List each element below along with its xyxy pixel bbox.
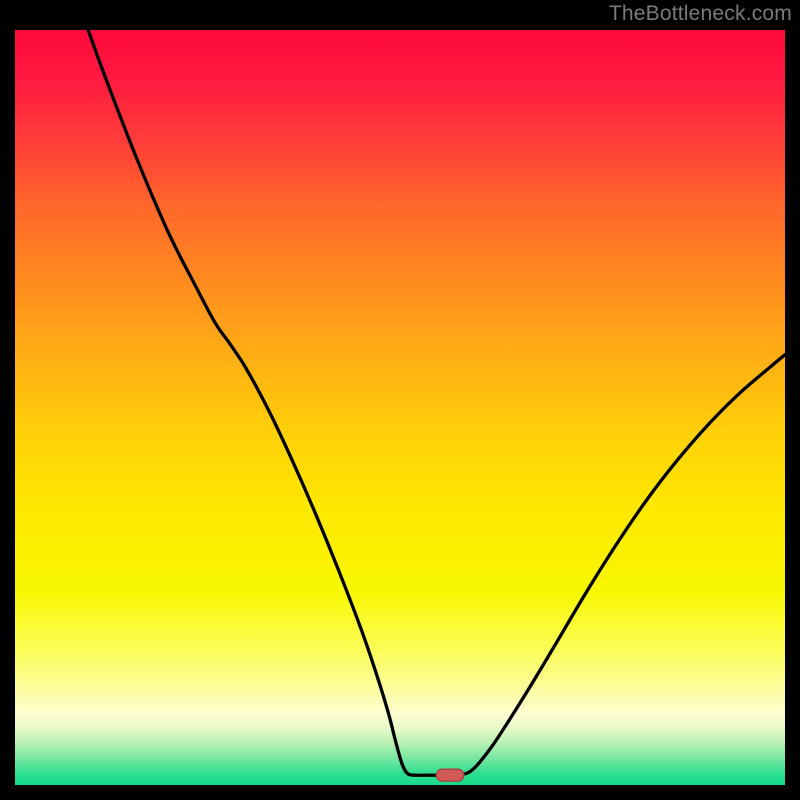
bottleneck-chart	[15, 30, 785, 785]
watermark-text: TheBottleneck.com	[609, 2, 792, 26]
optimal-marker	[436, 769, 464, 781]
chart-container: TheBottleneck.com	[0, 0, 800, 800]
